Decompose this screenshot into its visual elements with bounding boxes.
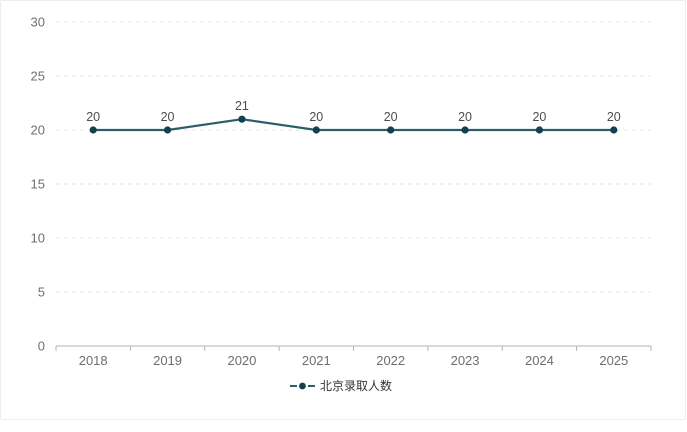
data-point-label: 20 bbox=[384, 110, 398, 124]
data-point[interactable] bbox=[387, 126, 395, 134]
x-axis-tick-label: 2019 bbox=[153, 353, 182, 368]
legend-label: 北京录取人数 bbox=[319, 379, 392, 393]
data-point[interactable] bbox=[461, 126, 469, 134]
data-point[interactable] bbox=[312, 126, 320, 134]
x-axis-tick-label: 2025 bbox=[599, 353, 628, 368]
data-point-label: 20 bbox=[86, 110, 100, 124]
y-axis-tick-label: 0 bbox=[38, 339, 45, 354]
y-axis-tick-label: 25 bbox=[31, 69, 45, 84]
chart-card: 0 5 10 15 20 25 30 2018 2019 2020 2021 2022 2023 2024… bbox=[0, 0, 686, 420]
data-point[interactable] bbox=[163, 126, 172, 134]
y-axis-tick-label: 15 bbox=[31, 177, 45, 192]
data-point[interactable] bbox=[610, 126, 618, 134]
data-point[interactable] bbox=[89, 126, 97, 134]
y-axis-tick-label: 5 bbox=[38, 285, 45, 300]
data-point-label: 20 bbox=[458, 110, 472, 124]
series-line bbox=[93, 118, 614, 132]
x-axis-tick-label: 2020 bbox=[227, 353, 256, 368]
x-axis-tick-label: 2021 bbox=[302, 353, 331, 368]
legend-item[interactable]: 北京录取人数 bbox=[289, 379, 392, 393]
x-axis-tick-label: 2022 bbox=[376, 353, 405, 368]
data-point[interactable] bbox=[535, 126, 544, 134]
y-axis-tick-label: 20 bbox=[31, 123, 45, 138]
y-axis-tick-label: 10 bbox=[31, 231, 45, 246]
legend-line-marker-icon bbox=[289, 382, 315, 390]
data-point[interactable] bbox=[238, 115, 246, 123]
x-axis-tick-label: 2023 bbox=[451, 353, 480, 368]
data-point-label: 20 bbox=[532, 110, 546, 124]
data-point-label: 20 bbox=[607, 110, 621, 124]
x-axis-tick-label: 2024 bbox=[525, 353, 554, 368]
data-point-label: 20 bbox=[161, 110, 175, 124]
data-point-label: 21 bbox=[235, 99, 249, 113]
data-point-label: 20 bbox=[309, 110, 323, 124]
x-axis-tick-label: 2018 bbox=[79, 353, 108, 368]
y-axis-tick-label: 30 bbox=[31, 15, 45, 30]
